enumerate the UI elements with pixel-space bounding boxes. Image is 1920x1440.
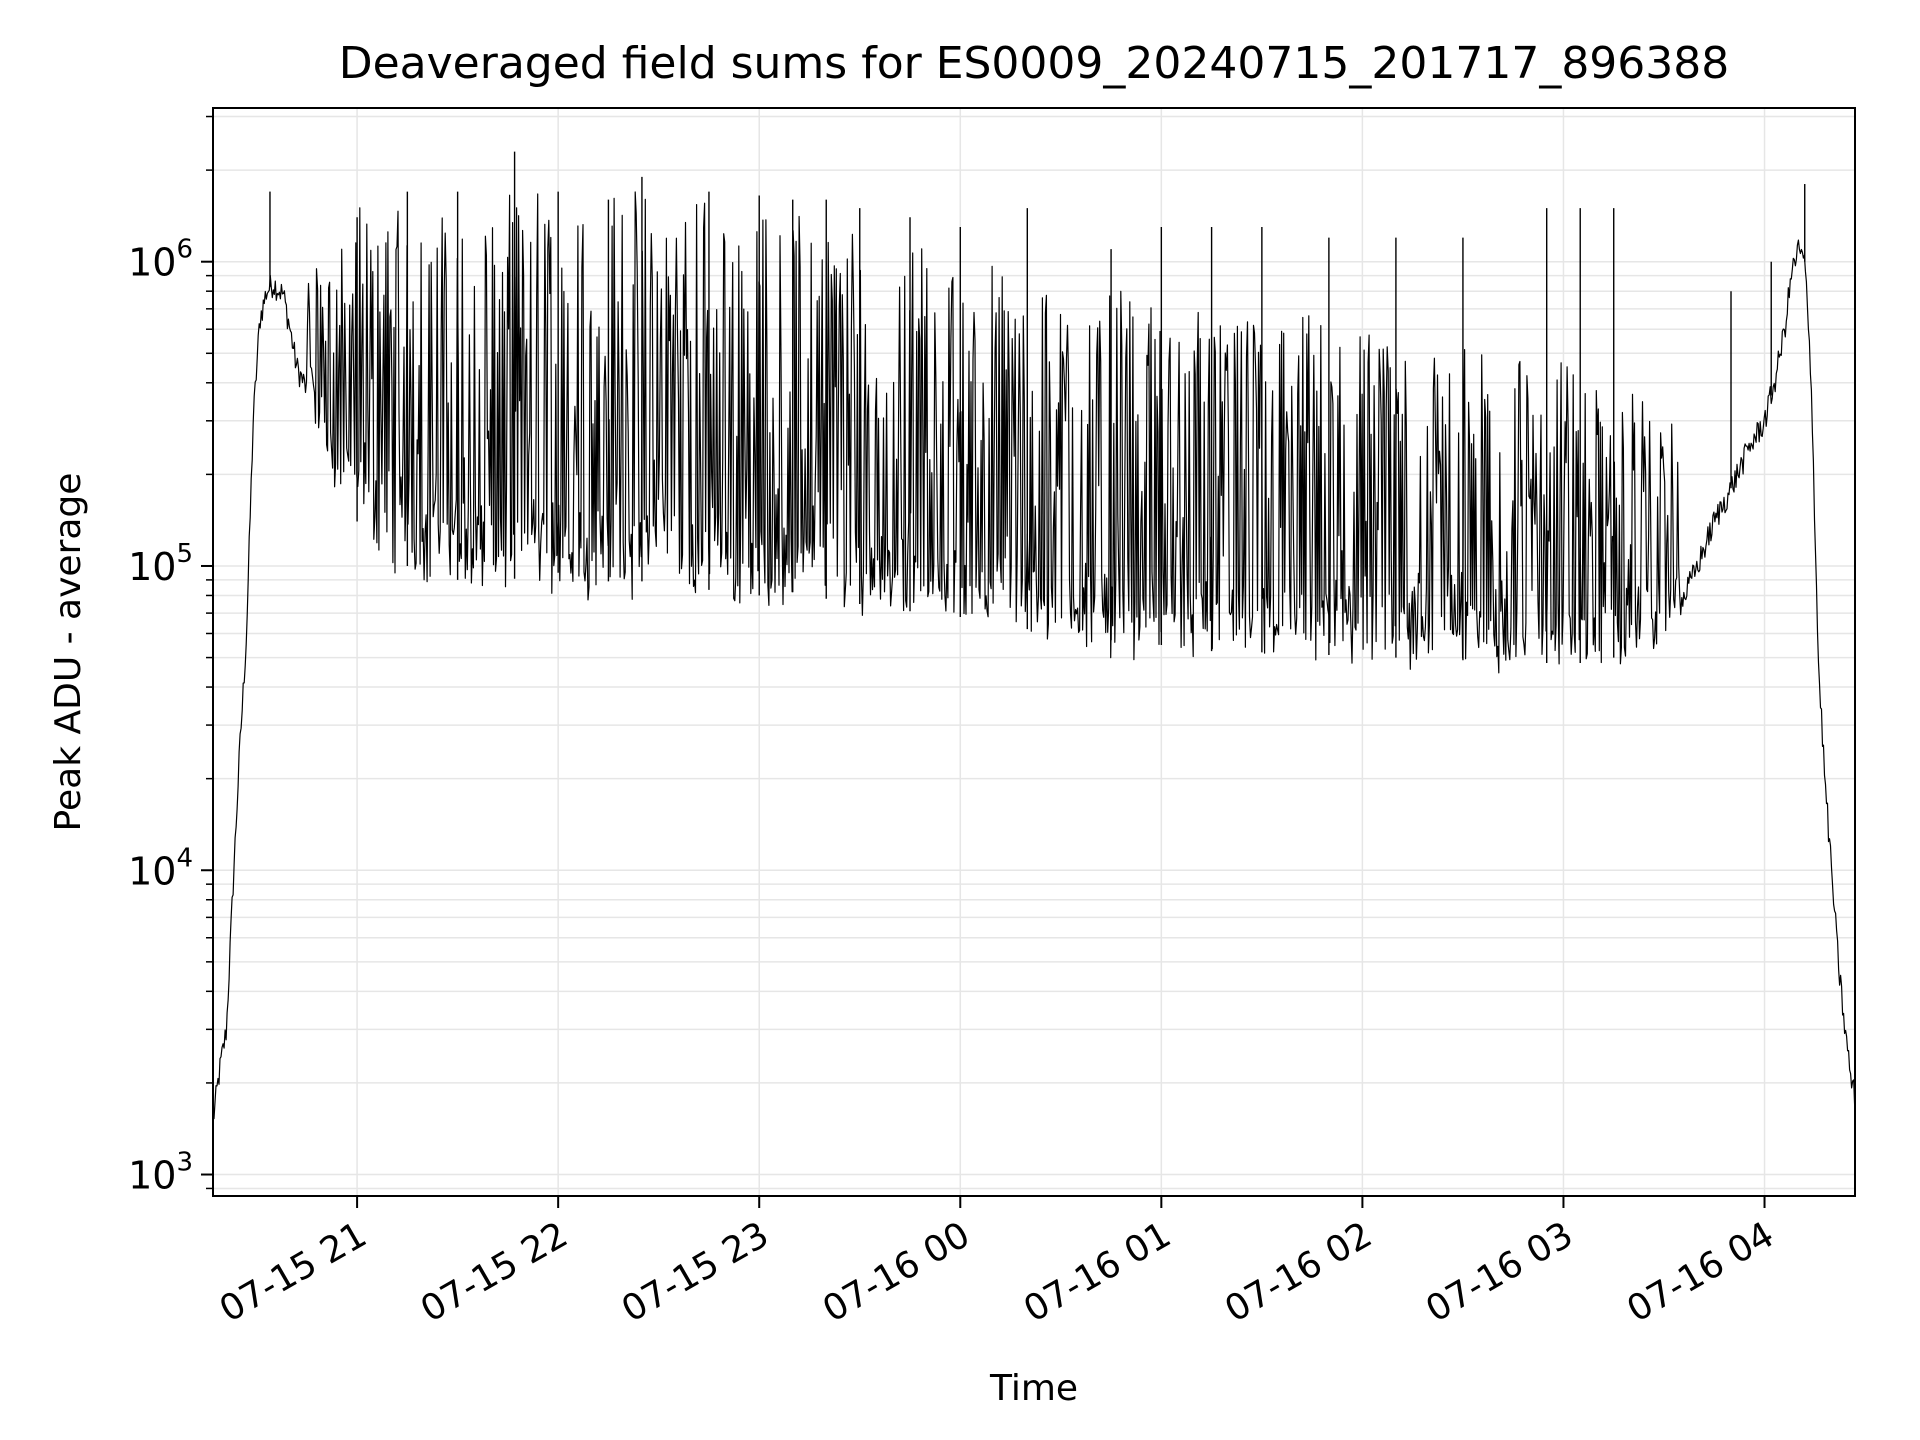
series-line	[212, 191, 1856, 1120]
plot-frame	[212, 107, 1856, 1197]
grid	[213, 108, 1855, 1196]
y-axis: 103 104 105 106	[128, 115, 213, 1198]
y-axis-label: Peak ADU - average	[48, 473, 89, 832]
y-tick-label: 103	[128, 1148, 193, 1198]
y-tick-label: 105	[128, 539, 193, 589]
y-tick-label: 106	[128, 235, 193, 285]
chart-title: Deaveraged field sums for ES0009_2024071…	[339, 38, 1730, 89]
data-line-group	[212, 151, 1856, 1120]
x-axis-label: Time	[989, 1368, 1078, 1409]
y-tick-label: 104	[128, 843, 193, 893]
